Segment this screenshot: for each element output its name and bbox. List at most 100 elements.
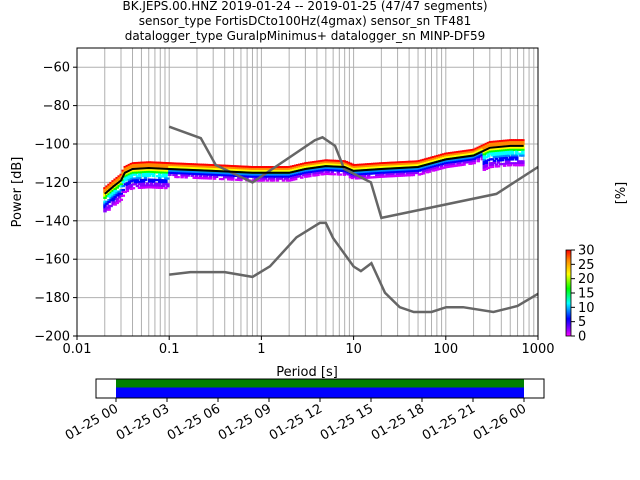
histogram-cell bbox=[482, 161, 487, 164]
histogram-cell bbox=[251, 173, 255, 176]
histogram-cell bbox=[423, 158, 428, 161]
histogram-cell bbox=[435, 156, 440, 160]
histogram-cell bbox=[180, 164, 184, 167]
histogram-cell bbox=[431, 157, 436, 161]
histogram-cell bbox=[131, 187, 136, 190]
histogram-cell bbox=[502, 147, 507, 150]
histogram-cell bbox=[409, 172, 414, 175]
histogram-cell bbox=[295, 165, 300, 169]
histogram-cell bbox=[158, 171, 162, 174]
histogram-cell bbox=[107, 199, 111, 202]
nlnm-line bbox=[169, 221, 539, 314]
histogram-cell bbox=[348, 164, 353, 167]
histogram-cell bbox=[115, 184, 119, 187]
histogram-cell bbox=[162, 181, 166, 184]
histogram-cell bbox=[326, 167, 330, 170]
histogram-cell bbox=[316, 168, 320, 171]
histogram-cell bbox=[127, 179, 132, 182]
histogram-cell bbox=[504, 156, 509, 160]
histogram-cell bbox=[119, 173, 123, 176]
histogram-cell bbox=[255, 169, 259, 173]
y-tick-label: −160 bbox=[34, 253, 70, 268]
histogram-cell bbox=[494, 157, 499, 160]
histogram-cell bbox=[399, 165, 403, 168]
histogram-cell bbox=[375, 172, 379, 175]
histogram-cell bbox=[139, 184, 144, 187]
histogram-cell bbox=[190, 163, 194, 166]
histogram-cell bbox=[314, 170, 318, 173]
histogram-cell bbox=[164, 162, 168, 165]
histogram-cell bbox=[170, 169, 174, 173]
histogram-cell bbox=[391, 171, 395, 174]
histogram-cell bbox=[444, 154, 448, 157]
histogram-cell bbox=[178, 172, 182, 175]
histogram-cell bbox=[137, 182, 142, 186]
histogram-cell bbox=[488, 166, 493, 169]
histogram-cell bbox=[131, 173, 136, 176]
histogram-cell bbox=[435, 158, 440, 161]
colorbar-tick-label: 15 bbox=[578, 287, 595, 302]
histogram-cell bbox=[162, 171, 166, 174]
histogram-cell bbox=[519, 152, 523, 155]
histogram-cell bbox=[344, 170, 349, 173]
histogram-cell bbox=[287, 167, 292, 171]
histogram-cell bbox=[279, 166, 284, 169]
histogram-cell bbox=[490, 148, 495, 151]
histogram-cell bbox=[492, 148, 497, 151]
histogram-cell bbox=[429, 160, 434, 163]
histogram-cell bbox=[444, 152, 448, 155]
title-line-2: sensor_type FortisDCto100Hz(4gmax) senso… bbox=[139, 14, 471, 28]
histogram-cell bbox=[470, 156, 474, 159]
histogram-cell bbox=[145, 174, 150, 177]
histogram-cell bbox=[484, 156, 489, 159]
histogram-cell bbox=[360, 163, 365, 166]
histogram-cell bbox=[362, 171, 367, 174]
histogram-cell bbox=[373, 176, 377, 179]
histogram-cell bbox=[129, 164, 134, 168]
histogram-cell bbox=[133, 171, 138, 174]
histogram-cell bbox=[277, 173, 282, 176]
colorbar-label: [%] bbox=[614, 182, 629, 205]
histogram-cell bbox=[174, 174, 178, 177]
histogram-cell bbox=[371, 164, 375, 167]
histogram-cell bbox=[515, 152, 519, 155]
histogram-cell bbox=[318, 160, 322, 163]
histogram-cell bbox=[417, 169, 422, 172]
histogram-cell bbox=[338, 173, 343, 176]
histogram-cell bbox=[383, 162, 387, 165]
histogram-cell bbox=[494, 150, 499, 153]
histogram-cell bbox=[397, 170, 401, 174]
histogram-cell bbox=[105, 185, 109, 188]
histogram-cell bbox=[458, 164, 462, 167]
histogram-cell bbox=[133, 163, 138, 167]
histogram-cell bbox=[515, 154, 519, 157]
y-tick-label: −80 bbox=[43, 99, 70, 114]
histogram-cell bbox=[452, 164, 456, 168]
histogram-cell bbox=[125, 168, 130, 171]
histogram-cell bbox=[362, 165, 367, 168]
histogram-cell bbox=[111, 189, 115, 192]
histogram-cell bbox=[283, 167, 288, 171]
histogram-cell bbox=[456, 160, 460, 163]
histogram-cell bbox=[415, 168, 420, 171]
histogram-cell bbox=[200, 165, 205, 168]
histogram-cell bbox=[318, 162, 322, 165]
histogram-cell bbox=[283, 173, 288, 176]
histogram-cell bbox=[127, 185, 132, 188]
histogram-cell bbox=[470, 160, 474, 163]
histogram-cell bbox=[255, 173, 259, 176]
histogram-cell bbox=[456, 154, 460, 157]
histogram-cell bbox=[194, 174, 199, 178]
histogram-cell bbox=[111, 193, 115, 196]
histogram-cell bbox=[470, 152, 474, 156]
histogram-cell bbox=[350, 176, 355, 180]
histogram-cell bbox=[441, 153, 446, 156]
histogram-cell bbox=[174, 164, 178, 167]
histogram-cell bbox=[127, 165, 132, 169]
time-tick-label: 01-25 12 bbox=[267, 401, 325, 443]
histogram-cell bbox=[393, 165, 397, 168]
histogram-cell bbox=[139, 163, 144, 166]
histogram-cell bbox=[149, 178, 154, 181]
histogram-cell bbox=[482, 157, 487, 160]
histogram-cell bbox=[472, 156, 476, 159]
